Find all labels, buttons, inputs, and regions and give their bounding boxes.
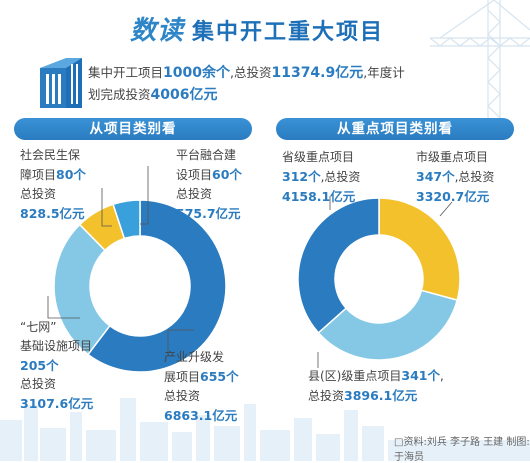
label-province-line2: ,总投资 bbox=[320, 170, 361, 184]
label-province-count: 312个 bbox=[282, 169, 321, 184]
label-qiwang: “七网” 基础设施项目 205个 总投资 3107.6亿元 bbox=[20, 318, 93, 413]
summary-annual: 4006亿元 bbox=[150, 87, 218, 103]
donut-chart-project-types bbox=[53, 199, 227, 373]
slice-3 bbox=[112, 199, 141, 240]
label-qiwang-count: 205个 bbox=[20, 358, 59, 373]
slice-0 bbox=[86, 199, 227, 373]
summary-part1: 集中开工项目 bbox=[88, 65, 164, 80]
slice-1 bbox=[53, 223, 111, 356]
slice-0 bbox=[378, 197, 461, 302]
label-county-line1: 县(区)级重点项目 bbox=[308, 369, 402, 383]
label-platform-count: 60个 bbox=[212, 167, 242, 182]
title-main: 集中开工重大项目 bbox=[192, 20, 385, 45]
label-industry-amount: 6863.1亿元 bbox=[164, 408, 238, 423]
label-industry: 产业升级发 展项目655个 总投资 6863.1亿元 bbox=[164, 348, 239, 425]
label-social-line3: 总投资 bbox=[20, 187, 57, 201]
label-province: 省级重点项目 312个,总投资 4158.1亿元 bbox=[282, 148, 360, 206]
label-city: 市级重点项目 347个,总投资 3320.7亿元 bbox=[416, 148, 494, 206]
label-platform-line2: 设项目 bbox=[176, 168, 213, 182]
label-county-count: 341个 bbox=[401, 368, 440, 383]
label-qiwang-line1: “七网” bbox=[20, 320, 57, 334]
label-qiwang-line2: 基础设施项目 bbox=[20, 339, 93, 353]
label-social-line2: 障项目 bbox=[20, 168, 57, 182]
label-industry-line2: 展项目 bbox=[164, 370, 201, 384]
label-province-line1: 省级重点项目 bbox=[282, 150, 355, 164]
label-city-line1: 市级重点项目 bbox=[416, 150, 489, 164]
section-header-right: 从重点项目类别看 bbox=[276, 118, 514, 140]
slice-2 bbox=[297, 197, 380, 334]
label-province-amount: 4158.1亿元 bbox=[282, 189, 356, 204]
summary-part2: ,总投资 bbox=[229, 65, 272, 80]
title-prefix: 数读 bbox=[130, 16, 185, 46]
label-county-amount: 3896.1亿元 bbox=[344, 388, 418, 403]
summary-text: 集中开工项目1000余个,总投资11374.9亿元,年度计 划完成投资4006亿… bbox=[88, 62, 488, 106]
label-platform-line1: 平台融合建 bbox=[176, 148, 237, 162]
label-industry-count: 655个 bbox=[200, 369, 239, 384]
summary-part3: ,年度计 bbox=[363, 65, 405, 80]
section-header-left: 从项目类别看 bbox=[14, 118, 252, 140]
credit-value: 资料:刘兵 李子路 王建 制图:于海员 bbox=[394, 437, 530, 463]
slice-1 bbox=[317, 289, 459, 361]
label-city-count: 347个 bbox=[416, 169, 455, 184]
label-platform: 平台融合建 设项目60个 总投资 575.7亿元 bbox=[176, 146, 242, 223]
label-social-line1: 社会民生保 bbox=[20, 148, 81, 162]
summary-count: 1000余个 bbox=[163, 65, 230, 81]
label-industry-line3: 总投资 bbox=[164, 389, 201, 403]
label-qiwang-line4: 总投资 bbox=[20, 377, 57, 391]
label-city-amount: 3320.7亿元 bbox=[416, 189, 490, 204]
donut-chart-key-projects bbox=[297, 197, 461, 361]
credit-text: □资料:刘兵 李子路 王建 制图:于海员 bbox=[394, 437, 530, 463]
page-title: 数读 集中开工重大项目 bbox=[130, 10, 384, 50]
label-county-line2: 总投资 bbox=[308, 389, 345, 403]
label-social-amount: 828.5亿元 bbox=[20, 206, 85, 221]
summary-total: 11374.9亿元 bbox=[271, 65, 364, 81]
summary-part4: 划完成投资 bbox=[88, 87, 151, 102]
building-icon bbox=[40, 58, 82, 108]
label-qiwang-amount: 3107.6亿元 bbox=[20, 396, 94, 411]
label-city-line2: ,总投资 bbox=[454, 170, 495, 184]
label-industry-line1: 产业升级发 bbox=[164, 350, 225, 364]
label-social-count: 80个 bbox=[56, 167, 86, 182]
label-platform-amount: 575.7亿元 bbox=[176, 206, 241, 221]
label-county-comma: , bbox=[439, 369, 444, 383]
label-county: 县(区)级重点项目341个, 总投资3896.1亿元 bbox=[308, 366, 444, 406]
label-platform-line3: 总投资 bbox=[176, 187, 213, 201]
label-social: 社会民生保 障项目80个 总投资 828.5亿元 bbox=[20, 146, 86, 223]
